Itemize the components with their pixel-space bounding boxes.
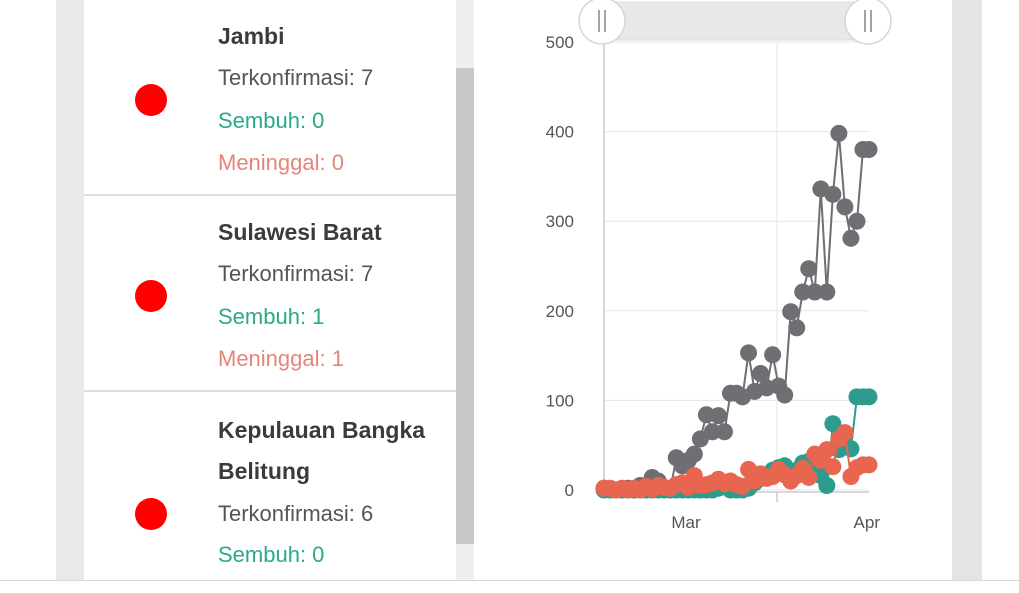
data-point (800, 260, 818, 278)
data-point (818, 477, 836, 495)
data-point (830, 124, 848, 142)
recovered-count: Sembuh: 0 (218, 108, 325, 133)
data-point (715, 423, 733, 441)
data-point (842, 229, 860, 247)
data-point (752, 365, 770, 383)
data-point (848, 212, 866, 230)
chart-panel: 0 100 200 300 400 500 Mar Apr (474, 0, 952, 580)
x-tick-label: Mar (671, 513, 701, 532)
data-point (685, 445, 703, 463)
data-point (764, 346, 782, 364)
range-slider-left-handle[interactable] (578, 0, 626, 45)
recovered-count: Sembuh: 1 (218, 304, 325, 329)
data-point (824, 185, 842, 203)
y-tick-label: 400 (546, 123, 574, 142)
data-point (788, 319, 806, 337)
data-point (818, 441, 836, 459)
data-point (709, 407, 727, 425)
deaths-count: Meninggal: 0 (218, 150, 344, 175)
y-tick-label: 100 (546, 391, 574, 410)
region-name: Jambi (218, 23, 285, 49)
data-point (836, 198, 854, 216)
range-slider-right-handle[interactable] (844, 0, 892, 45)
y-tick-label: 200 (546, 302, 574, 321)
region-card-jambi[interactable]: Jambi Terkonfirmasi: 7 Sembuh: 0 Meningg… (84, 0, 456, 196)
region-card-sulawesi-barat[interactable]: Sulawesi Barat Terkonfirmasi: 7 Sembuh: … (84, 196, 456, 392)
data-point (860, 388, 878, 406)
data-point (794, 283, 812, 301)
y-tick-label: 0 (565, 481, 574, 500)
list-scrollbar-thumb[interactable] (456, 68, 474, 544)
data-point (824, 458, 842, 476)
region-card-bangka-belitung[interactable]: Kepulauan Bangka Belitung Terkonfirmasi:… (84, 392, 456, 580)
y-tick-label: 500 (546, 33, 574, 52)
confirmed-count: Terkonfirmasi: 7 (218, 65, 374, 90)
data-point (860, 141, 878, 159)
range-slider-track (601, 1, 869, 41)
data-point (860, 456, 878, 474)
deaths-count: Meninggal: 1 (218, 346, 344, 371)
status-dot (135, 498, 167, 530)
data-point (740, 344, 758, 362)
data-point (836, 424, 854, 442)
data-point (806, 283, 824, 301)
data-point (824, 415, 842, 433)
data-point (800, 468, 818, 486)
status-dot (135, 280, 167, 312)
data-point (782, 303, 800, 321)
data-point (818, 283, 836, 301)
region-name-line2: Belitung (218, 458, 310, 484)
region-name-line1: Kepulauan Bangka (218, 417, 426, 443)
confirmed-count: Terkonfirmasi: 7 (218, 261, 374, 286)
status-dot (135, 84, 167, 116)
data-point (703, 423, 721, 441)
trend-chart: 0 100 200 300 400 500 Mar Apr (546, 0, 892, 532)
region-name: Sulawesi Barat (218, 219, 382, 245)
data-point (776, 386, 794, 404)
recovered-count: Sembuh: 0 (218, 542, 325, 567)
region-list[interactable]: Jambi Terkonfirmasi: 7 Sembuh: 0 Meningg… (84, 0, 456, 580)
page-frame-right (952, 0, 982, 580)
y-tick-label: 300 (546, 212, 574, 231)
bottom-edge (0, 580, 1019, 593)
confirmed-count: Terkonfirmasi: 6 (218, 501, 374, 526)
x-tick-label: Apr (854, 513, 881, 532)
